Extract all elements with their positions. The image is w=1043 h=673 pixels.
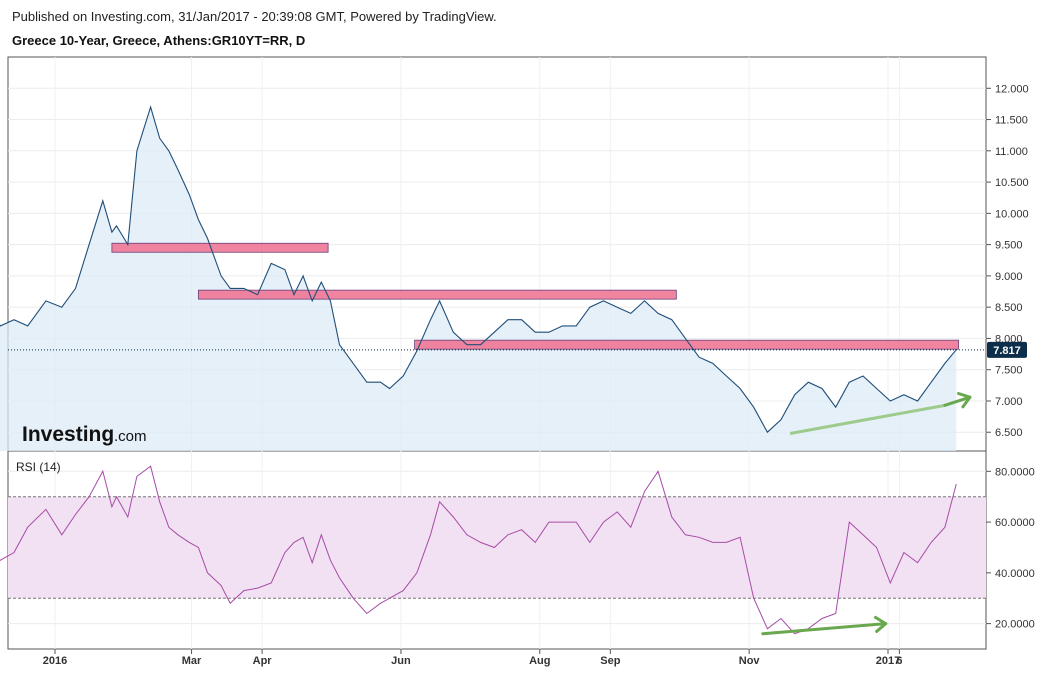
rsi-tick-label: 40.0000 [995, 568, 1035, 580]
logo-domain: .com [114, 428, 147, 445]
rsi-axis-ticks: 80.0000 60.0000 40.0000 20.0000 [986, 466, 1035, 631]
price-series [0, 105, 957, 434]
price-area-fill [0, 107, 957, 451]
rsi-tick-label: 60.0000 [995, 517, 1035, 529]
last-price-badge: 7.817 [987, 341, 1027, 358]
resistance-zone-2 [197, 289, 677, 300]
trend-annotations [761, 392, 972, 636]
price-tick-label: 11.000 [995, 146, 1028, 158]
price-tick-label: 10.500 [995, 177, 1029, 189]
time-tick-label: 6 [896, 655, 902, 667]
rsi-arrow-shaft [761, 622, 888, 636]
price-arrow-head [957, 392, 972, 409]
rsi-arrow-head [873, 615, 888, 633]
resistance-zones [111, 242, 959, 350]
time-tick-label: Aug [529, 655, 550, 667]
price-trendline [789, 403, 946, 435]
price-tick-label: 6.500 [995, 427, 1023, 439]
time-tick-label: Mar [182, 655, 202, 667]
rsi-series [0, 465, 957, 635]
price-tick-label: 10.000 [995, 208, 1029, 220]
time-tick-label: Jun [391, 655, 411, 667]
investing-logo: Investing .com [22, 423, 147, 446]
resistance-zone-3 [414, 339, 959, 350]
symbol-title: Greece 10-Year, Greece, Athens:GR10YT=RR… [12, 33, 306, 48]
price-arrow-shaft [943, 395, 972, 407]
time-tick-label: 2016 [43, 655, 67, 667]
rsi-tick-label: 80.0000 [995, 466, 1035, 478]
logo-text: Investing [22, 423, 114, 446]
rsi-tick-label: 20.0000 [995, 619, 1035, 631]
rsi-band [8, 496, 986, 599]
published-info: Published on Investing.com, 31/Jan/2017 … [12, 9, 497, 24]
rsi-band-fill [8, 496, 986, 599]
price-tick-label: 11.500 [995, 115, 1028, 127]
price-tick-label: 9.500 [995, 240, 1023, 252]
price-tick-label: 8.500 [995, 302, 1023, 314]
price-axis-ticks: 12.000 11.500 11.000 10.500 10.000 9.500 9.000… [986, 83, 1029, 439]
time-tick-label: Apr [253, 655, 273, 667]
price-tick-label: 7.000 [995, 396, 1023, 408]
rsi-label: RSI (14) [16, 460, 61, 474]
time-tick-label: Nov [739, 655, 761, 667]
price-tick-label: 12.000 [995, 83, 1029, 95]
price-tick-label: 7.500 [995, 365, 1023, 377]
rsi-line [0, 465, 957, 635]
last-price-label: 7.817 [993, 345, 1021, 357]
price-tick-label: 9.000 [995, 271, 1023, 283]
price-line [0, 105, 957, 434]
price-area [0, 107, 957, 451]
resistance-zone-1 [111, 242, 329, 253]
time-tick-label: Sep [600, 655, 620, 667]
time-tick-label: 2017 [876, 655, 900, 667]
